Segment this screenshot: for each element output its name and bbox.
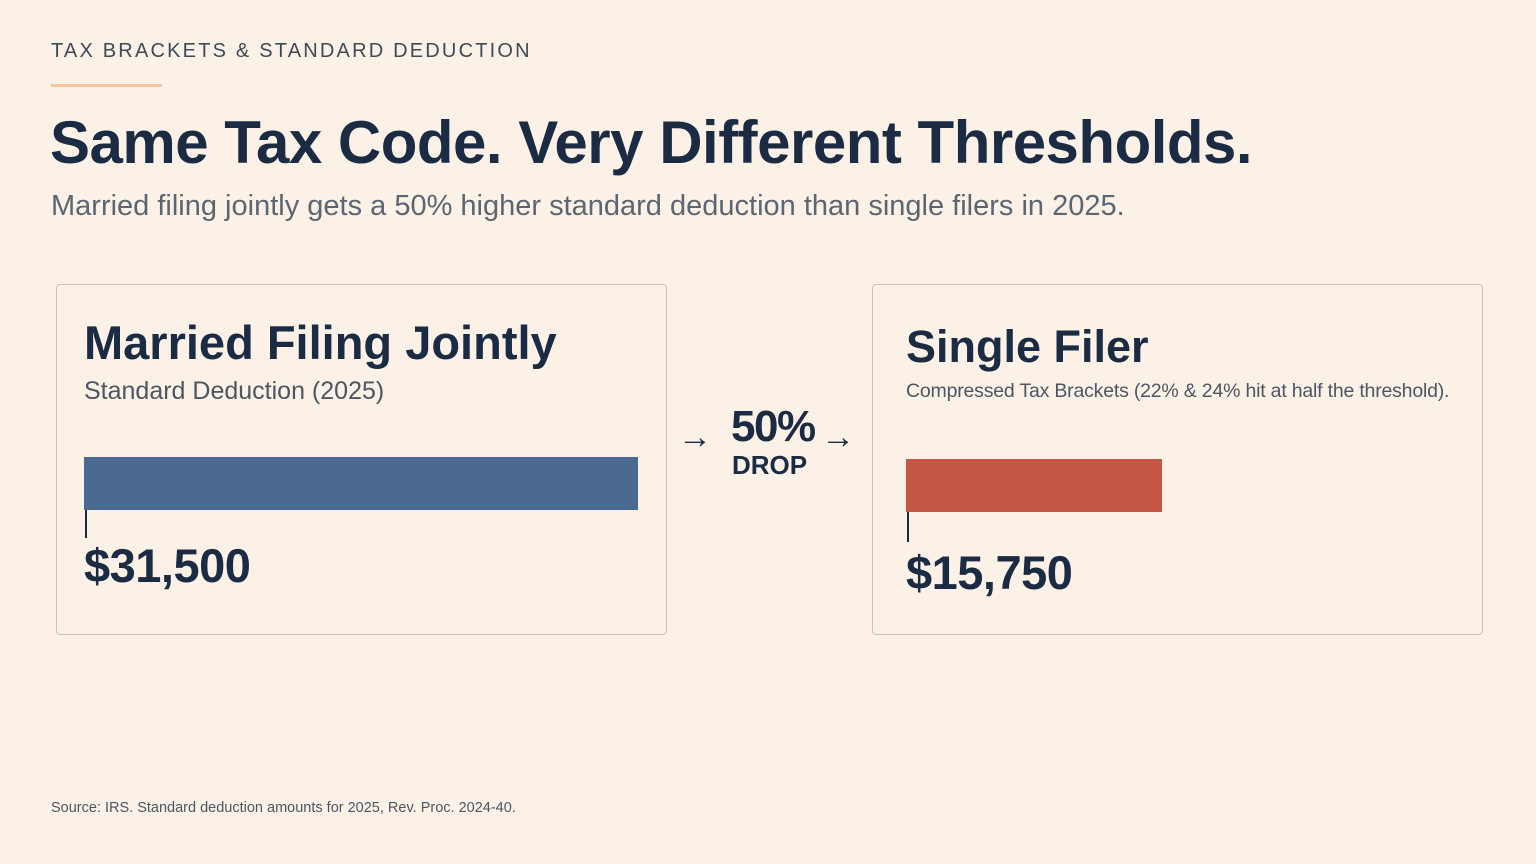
card-title: Single Filer (906, 321, 1149, 372)
single-filer-card: Single Filer Compressed Tax Brackets (22… (872, 284, 1483, 635)
bar-married-filing-jointly (84, 457, 638, 510)
drop-label: DROP (732, 450, 808, 480)
arrow-right-icon: → (678, 418, 712, 456)
bar-tick-mark (907, 512, 909, 542)
page-subtitle: Married filing jointly gets a 50% higher… (51, 190, 1125, 222)
value-label-married-filing-jointly: $31,500 (84, 539, 251, 592)
eyebrow-label: TAX BRACKETS & STANDARD DEDUCTION (51, 40, 532, 62)
value-label-single-filer: $15,750 (906, 546, 1073, 599)
card-subtitle: Compressed Tax Brackets (22% & 24% hit a… (906, 380, 1450, 402)
married-filing-jointly-card: Married Filing Jointly Standard Deductio… (56, 284, 667, 635)
source-note: Source: IRS. Standard deduction amounts … (51, 800, 516, 816)
page-title: Same Tax Code. Very Different Thresholds… (50, 109, 1253, 176)
arrow-right-icon: → (821, 418, 855, 456)
card-title: Married Filing Jointly (84, 316, 557, 369)
accent-rule (51, 84, 162, 87)
card-subtitle: Standard Deduction (2025) (84, 377, 385, 405)
drop-percentage: 50% (731, 402, 816, 451)
bar-tick-mark (85, 510, 87, 538)
bar-single-filer (906, 459, 1162, 512)
